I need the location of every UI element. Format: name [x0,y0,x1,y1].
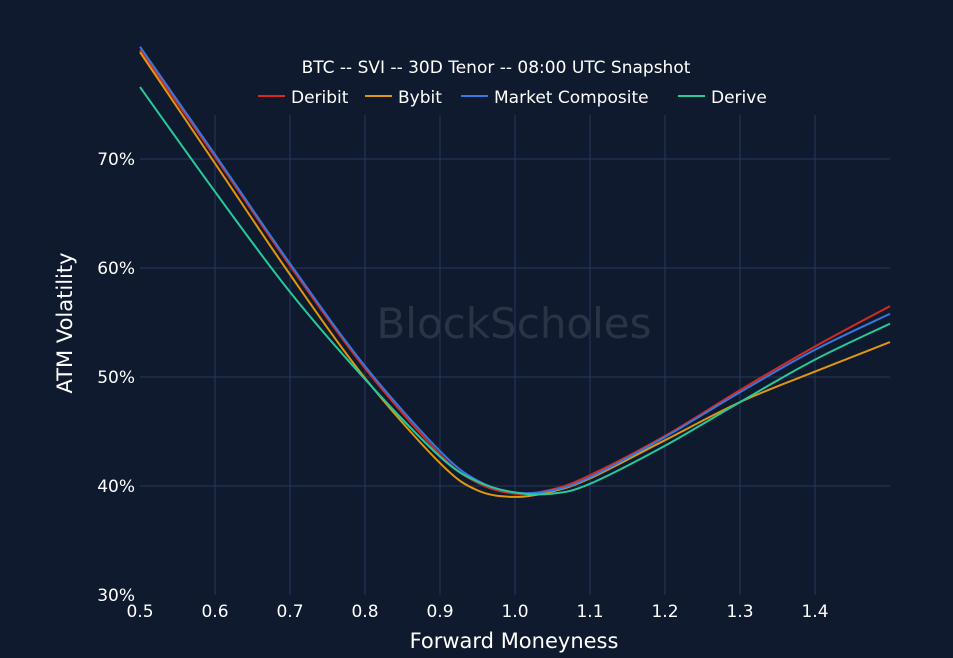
x-tick-label: 0.5 [126,602,153,622]
series-line-derive [139,86,891,496]
series-group [139,46,891,498]
y-tick-label: 40% [97,477,135,497]
legend-label-bybit: Bybit [398,88,442,108]
y-axis-title: ATM Volatility [53,252,77,393]
x-tick-labels: 0.5 0.6 0.7 0.8 0.9 1.0 1.1 1.2 1.3 1.4 [126,602,828,622]
y-tick-label: 60% [97,259,135,279]
legend-label-deribit: Deribit [291,88,349,108]
y-tick-label: 70% [97,150,135,170]
x-tick-label: 1.3 [726,602,753,622]
x-tick-label: 1.1 [576,602,603,622]
x-tick-label: 1.2 [651,602,678,622]
x-tick-label: 0.6 [201,602,228,622]
y-tick-label: 50% [97,368,135,388]
legend-label-derive: Derive [711,88,767,108]
legend-label-market-composite: Market Composite [494,88,649,108]
watermark: BlockScholes [376,299,651,348]
x-tick-label: 0.8 [351,602,378,622]
legend: Deribit Bybit Market Composite Derive [258,88,767,108]
chart-title: BTC -- SVI -- 30D Tenor -- 08:00 UTC Sna… [302,58,691,78]
x-tick-label: 1.4 [801,602,828,622]
grid-lines [140,115,890,595]
x-tick-label: 0.7 [276,602,303,622]
y-tick-label: 30% [97,586,135,606]
series-line-deribit [139,49,891,495]
x-axis-title: Forward Moneyness [410,629,619,653]
y-tick-labels: 30% 40% 50% 60% 70% [97,150,135,606]
x-tick-label: 0.9 [426,602,453,622]
x-tick-label: 1.0 [501,602,528,622]
